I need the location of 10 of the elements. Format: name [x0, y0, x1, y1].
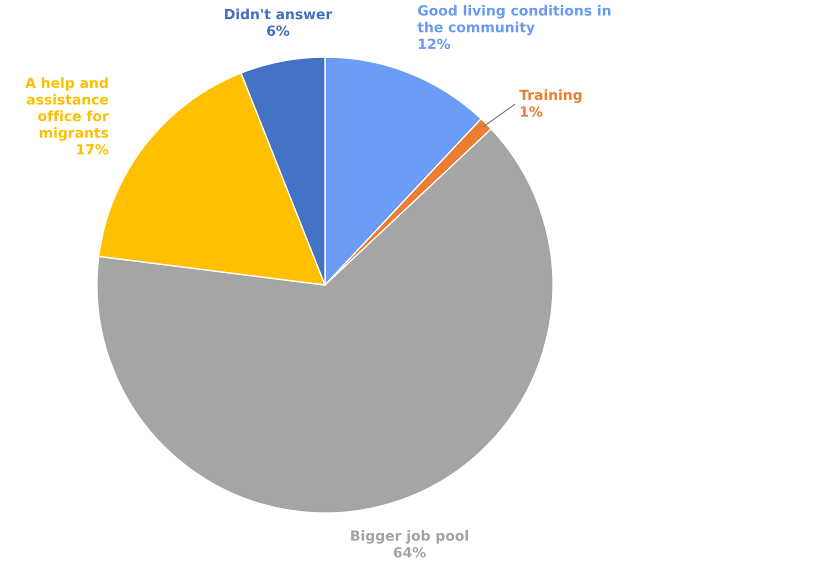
slice-label: Didn't answer [225, 8, 332, 20]
slice-label: A help and assistance office for migrants [25, 77, 109, 141]
data-label: 6% [267, 25, 290, 36]
data-label: 1% [520, 106, 542, 117]
data-label: 64% [394, 547, 426, 558]
slice-label: Bigger job pool [351, 530, 468, 544]
slice-label: Good living conditions in the community [418, 4, 610, 36]
data-label: 12% [418, 38, 450, 50]
slice-label: Training [519, 89, 582, 103]
data-label: 17% [77, 144, 108, 155]
